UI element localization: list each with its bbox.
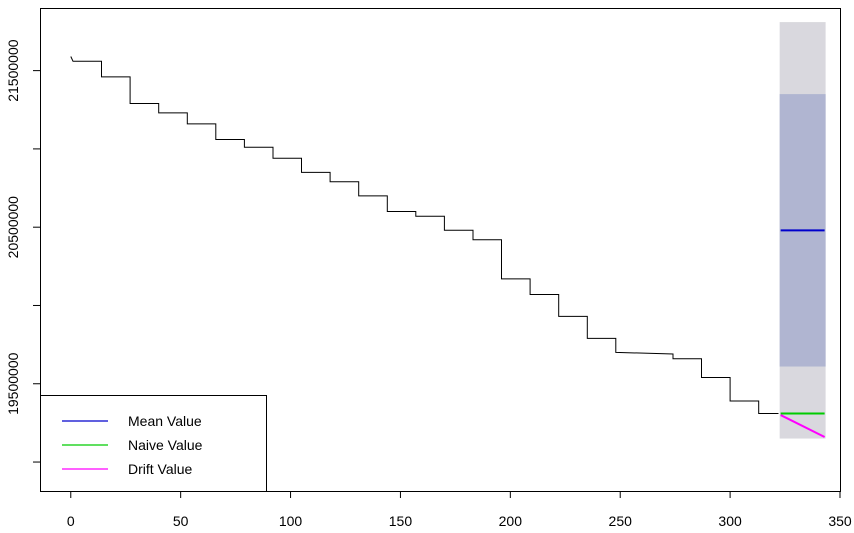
x-axis: 0 50 100 150 200 250 300 350 (67, 491, 852, 529)
x-tick-label: 0 (67, 513, 75, 529)
drift-forecast-line (780, 414, 826, 438)
series-lines (70, 56, 826, 438)
x-tick-label: 350 (828, 513, 852, 529)
legend-box (40, 395, 267, 492)
x-tick-label: 50 (173, 513, 189, 529)
legend-label-naive: Naive Value (128, 437, 203, 453)
legend-label-mean: Mean Value (128, 413, 202, 429)
y-tick-label: 20500000 (5, 196, 21, 259)
y-axis: 19500000 20500000 21500000 (5, 39, 40, 463)
x-tick-label: 250 (609, 513, 633, 529)
x-tick-label: 100 (279, 513, 303, 529)
x-tick-label: 200 (499, 513, 523, 529)
x-tick-label: 150 (389, 513, 413, 529)
legend-label-drift: Drift Value (128, 461, 193, 477)
observed-series-line (70, 56, 779, 414)
x-tick-label: 300 (718, 513, 742, 529)
plot-frame (40, 8, 841, 492)
y-tick-label: 21500000 (5, 39, 21, 102)
legend: Mean Value Naive Value Drift Value (40, 395, 267, 492)
y-tick-label: 19500000 (5, 352, 21, 415)
